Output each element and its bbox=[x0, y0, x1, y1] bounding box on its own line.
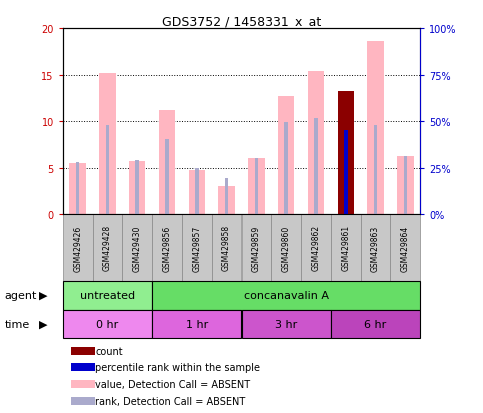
Text: GSM429861: GSM429861 bbox=[341, 225, 350, 271]
Bar bbox=[242, 310, 331, 339]
Bar bbox=[331, 215, 361, 281]
Bar bbox=[284, 123, 288, 215]
Bar bbox=[63, 281, 152, 310]
Text: GSM429856: GSM429856 bbox=[163, 225, 171, 271]
Bar bbox=[255, 159, 258, 215]
Bar bbox=[71, 380, 96, 388]
Bar bbox=[331, 310, 420, 339]
Text: GSM429430: GSM429430 bbox=[133, 225, 142, 271]
Bar bbox=[63, 310, 152, 339]
Bar bbox=[76, 163, 80, 215]
Bar bbox=[71, 347, 96, 355]
Bar bbox=[135, 161, 139, 215]
Bar bbox=[99, 74, 115, 215]
Text: time: time bbox=[5, 319, 30, 329]
Bar bbox=[63, 215, 93, 281]
Bar bbox=[338, 92, 354, 215]
Bar bbox=[71, 396, 96, 405]
Text: ▶: ▶ bbox=[39, 290, 48, 300]
Text: 3 hr: 3 hr bbox=[275, 319, 298, 329]
Bar bbox=[93, 215, 122, 281]
Bar bbox=[397, 156, 413, 215]
Bar bbox=[106, 126, 109, 215]
Text: concanavalin A: concanavalin A bbox=[244, 290, 328, 300]
Text: 0 hr: 0 hr bbox=[96, 319, 119, 329]
Bar bbox=[271, 215, 301, 281]
Bar bbox=[152, 310, 242, 339]
Bar bbox=[212, 215, 242, 281]
Text: GSM429426: GSM429426 bbox=[73, 225, 82, 271]
Bar bbox=[301, 215, 331, 281]
Text: 6 hr: 6 hr bbox=[364, 319, 387, 329]
Bar bbox=[122, 215, 152, 281]
Bar bbox=[165, 140, 169, 215]
Text: GSM429859: GSM429859 bbox=[252, 225, 261, 271]
Bar bbox=[368, 42, 384, 215]
Text: GSM429860: GSM429860 bbox=[282, 225, 291, 271]
Text: agent: agent bbox=[5, 290, 37, 300]
Text: value, Detection Call = ABSENT: value, Detection Call = ABSENT bbox=[96, 379, 251, 389]
Bar bbox=[361, 215, 390, 281]
Bar bbox=[344, 131, 348, 215]
Text: rank, Detection Call = ABSENT: rank, Detection Call = ABSENT bbox=[96, 396, 246, 406]
Bar bbox=[225, 178, 228, 215]
Bar bbox=[403, 156, 407, 215]
Bar bbox=[218, 187, 235, 215]
Text: 1 hr: 1 hr bbox=[185, 319, 208, 329]
Text: GSM429863: GSM429863 bbox=[371, 225, 380, 271]
Text: untreated: untreated bbox=[80, 290, 135, 300]
Bar bbox=[248, 159, 265, 215]
Bar bbox=[152, 215, 182, 281]
Bar bbox=[129, 162, 145, 215]
Bar bbox=[70, 164, 86, 215]
Bar bbox=[195, 169, 199, 215]
Bar bbox=[314, 119, 318, 215]
Text: GSM429858: GSM429858 bbox=[222, 225, 231, 271]
Text: count: count bbox=[96, 346, 123, 356]
Bar bbox=[152, 281, 420, 310]
Text: GSM429857: GSM429857 bbox=[192, 225, 201, 271]
Bar bbox=[242, 215, 271, 281]
Text: percentile rank within the sample: percentile rank within the sample bbox=[96, 363, 260, 373]
Bar bbox=[278, 97, 294, 215]
Bar bbox=[182, 215, 212, 281]
Text: GSM429864: GSM429864 bbox=[401, 225, 410, 271]
Title: GDS3752 / 1458331_x_at: GDS3752 / 1458331_x_at bbox=[162, 15, 321, 28]
Bar bbox=[374, 126, 377, 215]
Bar bbox=[390, 215, 420, 281]
Bar bbox=[159, 111, 175, 215]
Text: ▶: ▶ bbox=[39, 319, 48, 329]
Text: GSM429428: GSM429428 bbox=[103, 225, 112, 271]
Bar bbox=[308, 71, 324, 215]
Bar bbox=[189, 170, 205, 215]
Bar bbox=[71, 363, 96, 372]
Text: GSM429862: GSM429862 bbox=[312, 225, 320, 271]
Bar bbox=[338, 92, 354, 215]
